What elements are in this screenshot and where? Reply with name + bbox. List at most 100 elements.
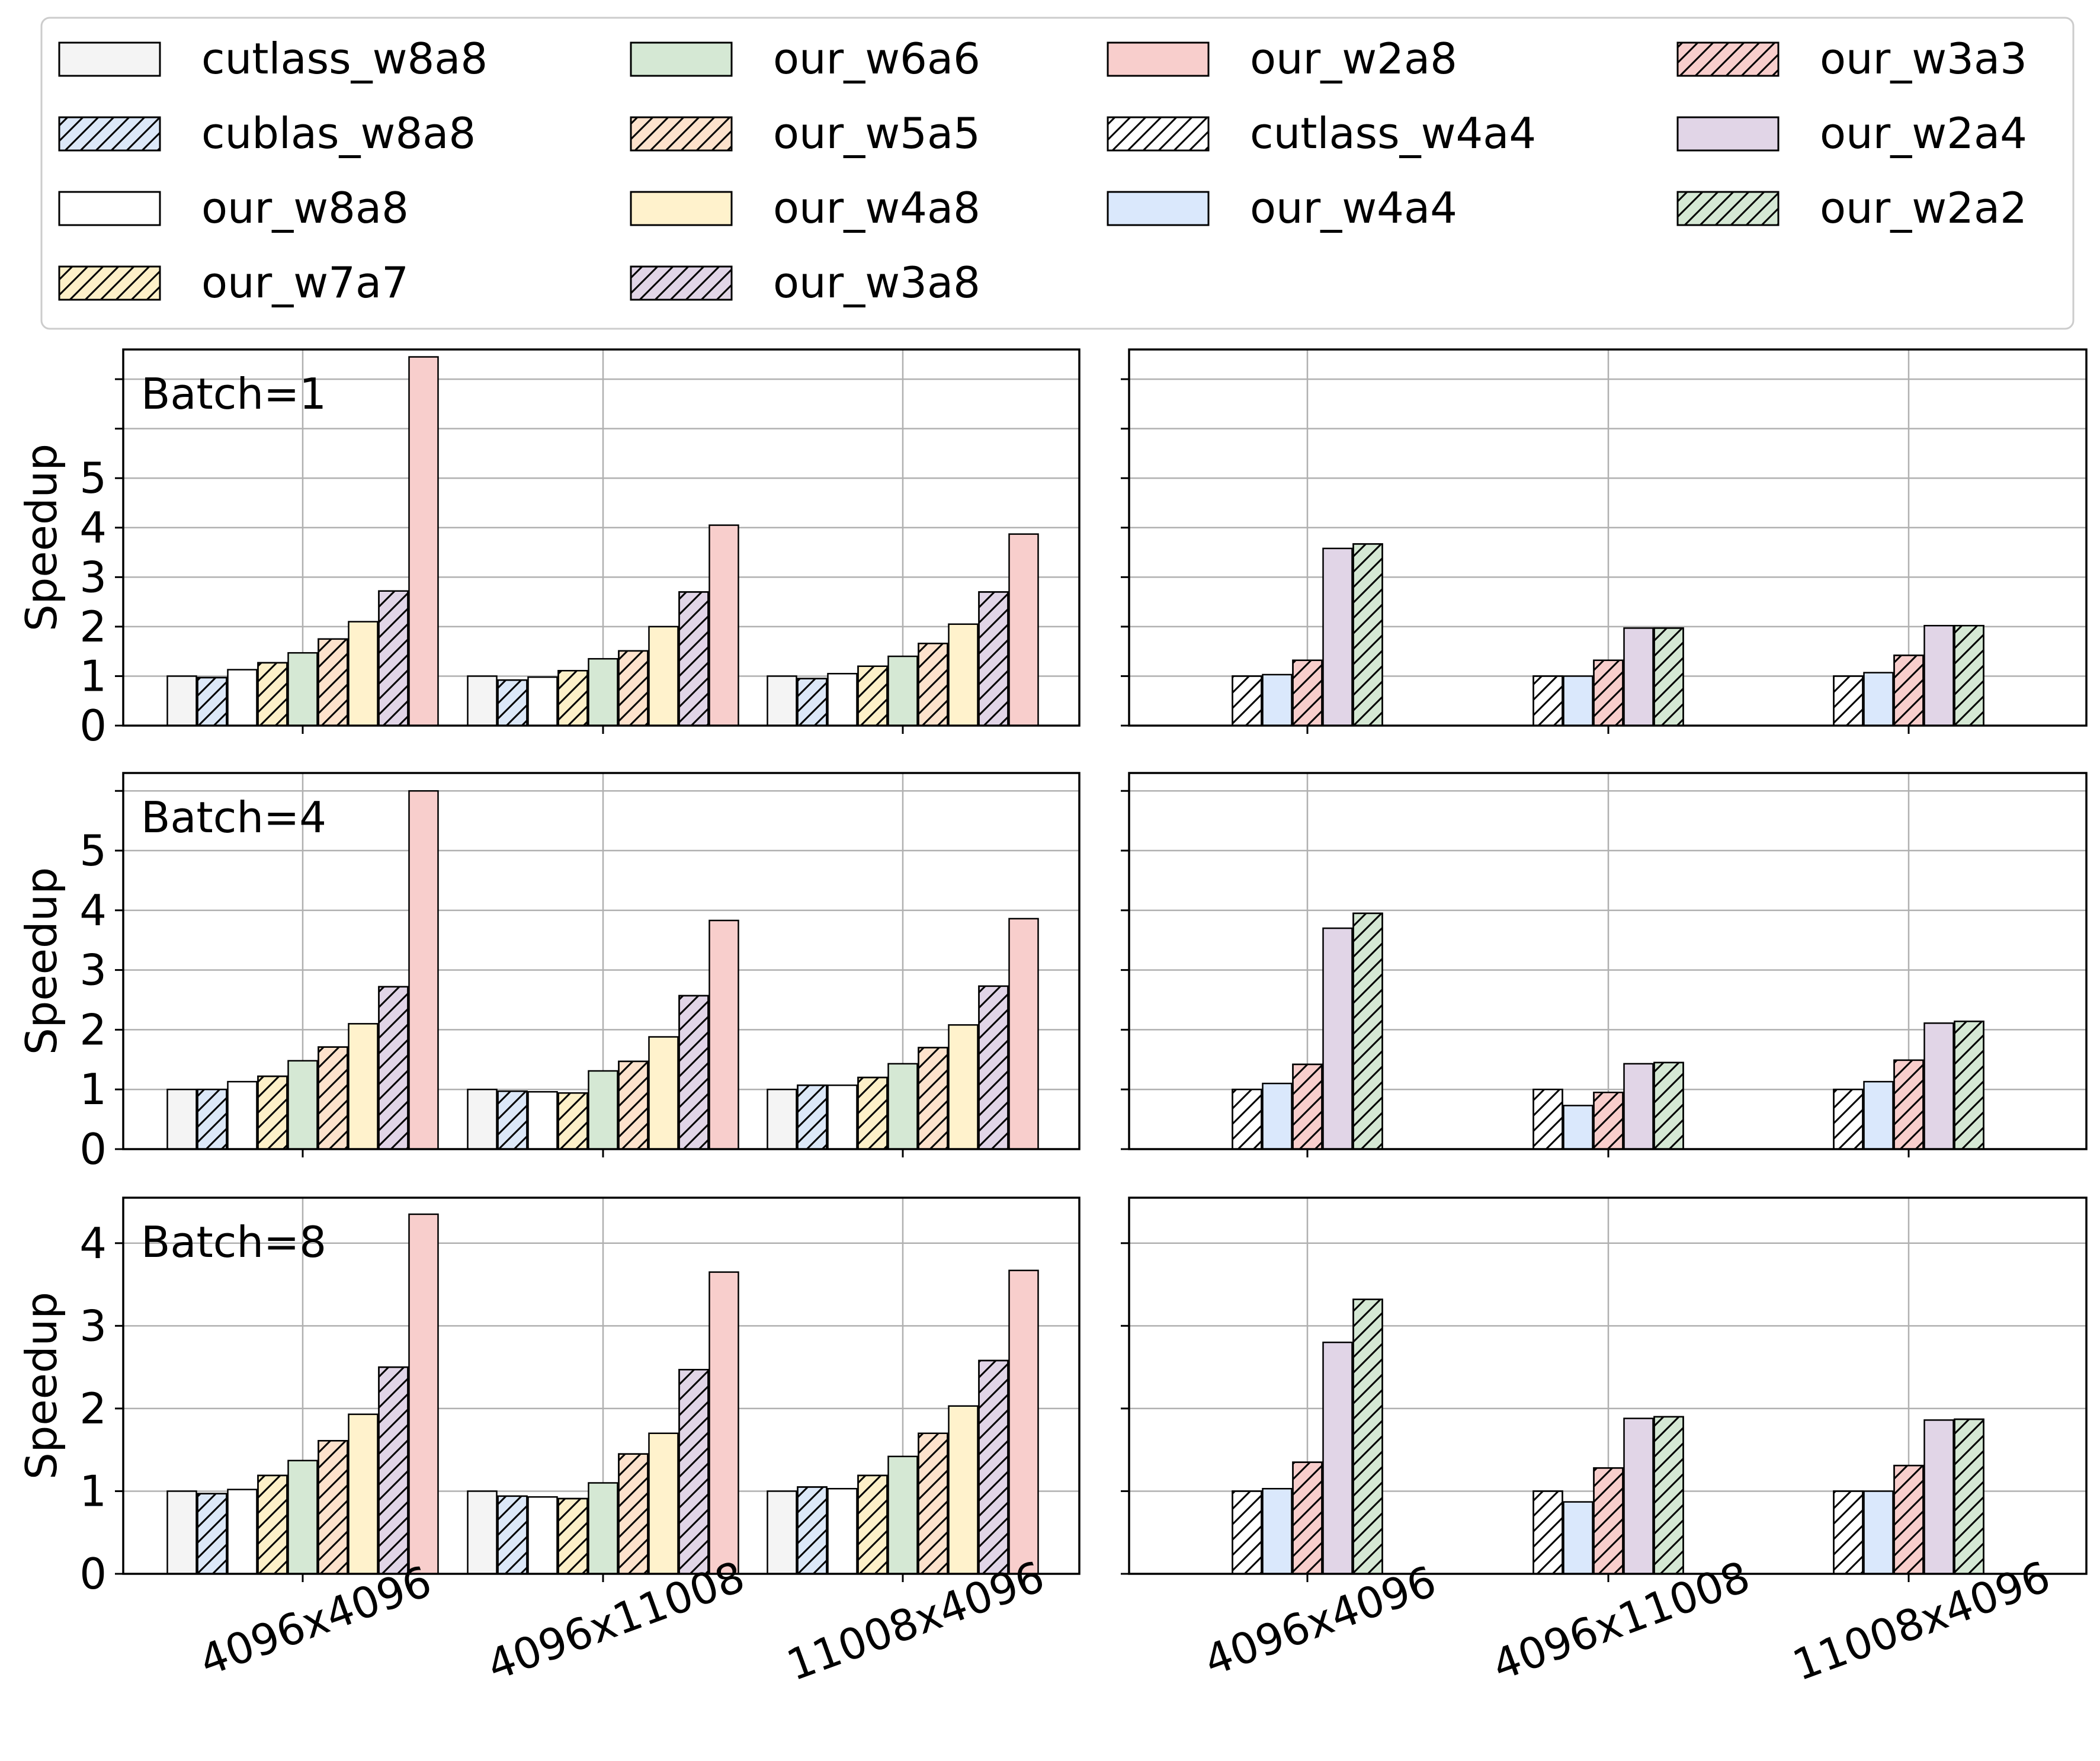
bar-hatch — [378, 986, 409, 1150]
y-tick-label: 3 — [79, 552, 107, 602]
bar — [588, 657, 618, 727]
legend-label: our_w4a4 — [1250, 183, 1457, 233]
bar — [1623, 1063, 1654, 1150]
legend-swatch — [1676, 116, 1780, 152]
y-tick-label: 5 — [79, 826, 107, 875]
bar — [227, 1489, 258, 1575]
bar-hatch — [1893, 1059, 1924, 1150]
bar-hatch — [257, 1075, 288, 1150]
y-tick-label: 1 — [79, 1466, 107, 1516]
legend-entry: our_w8a8 — [58, 183, 409, 233]
bar-hatch — [197, 676, 227, 727]
bar-hatch — [1232, 675, 1262, 727]
bar — [408, 356, 439, 727]
bar-hatch — [618, 1060, 649, 1150]
panel-right-row-1 — [1121, 772, 2088, 1157]
bar-hatch — [1292, 1461, 1323, 1575]
bar-hatch — [1352, 1298, 1383, 1575]
legend-label: our_w3a3 — [1820, 34, 2027, 84]
bar — [1008, 533, 1039, 727]
legend-swatch — [1107, 191, 1210, 226]
legend-entry: our_w3a3 — [1676, 34, 2027, 84]
bar — [287, 1460, 318, 1575]
bar — [588, 1070, 618, 1150]
bar-hatch — [797, 1084, 828, 1150]
legend-label: cutlass_w4a4 — [1250, 108, 1536, 158]
bar — [1863, 1490, 1894, 1575]
bar — [1923, 1022, 1954, 1150]
bar — [1262, 1488, 1293, 1575]
bar — [1623, 1417, 1654, 1575]
legend-label: our_w8a8 — [201, 183, 409, 233]
y-tick-label: 4 — [79, 1218, 107, 1268]
legend-swatch-hatch — [630, 116, 733, 152]
bar-hatch — [1653, 1061, 1684, 1150]
bar — [648, 626, 679, 727]
legend-label: our_w2a2 — [1820, 183, 2027, 233]
bar-hatch — [1593, 1467, 1624, 1575]
bar-hatch — [318, 1440, 348, 1575]
bar — [1262, 1082, 1293, 1150]
y-tick-label: 2 — [79, 602, 107, 652]
bar-hatch — [1292, 659, 1323, 727]
bar-hatch — [1292, 1063, 1323, 1150]
legend-entry: our_w2a4 — [1676, 108, 2027, 158]
bar — [767, 675, 797, 727]
legend-label: our_w3a8 — [773, 258, 980, 307]
bar — [648, 1432, 679, 1575]
bar — [166, 675, 197, 727]
bar-hatch — [1532, 675, 1563, 727]
bar — [227, 1080, 258, 1150]
legend-entry: our_w5a5 — [630, 108, 980, 158]
bar — [348, 1413, 379, 1575]
legend-entry: our_w6a6 — [630, 34, 980, 84]
bar-hatch — [678, 995, 709, 1150]
bar-hatch — [318, 1046, 348, 1150]
bar — [467, 675, 498, 727]
legend-label: our_w7a7 — [201, 258, 409, 307]
y-axis-label: Speedup — [17, 444, 66, 631]
bar — [827, 1488, 858, 1575]
y-tick-label: 1 — [79, 1064, 107, 1114]
legend-label: our_w6a6 — [773, 34, 980, 84]
bar-hatch — [1232, 1088, 1262, 1150]
legend-entry: our_w4a8 — [630, 183, 980, 233]
bar-hatch — [797, 678, 828, 727]
x-tick-label: 4096x4096 — [193, 1556, 438, 1686]
legend-label: our_w2a4 — [1820, 108, 2027, 158]
bar-hatch — [1954, 1418, 1984, 1575]
y-tick-label: 3 — [79, 945, 107, 995]
bar-hatch — [557, 1092, 588, 1150]
bar-hatch — [197, 1493, 227, 1575]
legend-swatch-hatch — [58, 116, 161, 152]
bar — [1008, 918, 1039, 1150]
bar-hatch — [1352, 543, 1383, 727]
bar — [287, 652, 318, 727]
bar-hatch — [678, 1369, 709, 1575]
y-tick-label: 0 — [79, 701, 107, 750]
bar — [708, 1271, 739, 1575]
legend-swatch-hatch — [1676, 191, 1780, 226]
bar-hatch — [497, 1090, 528, 1150]
panel-left-row-1: 0 1 2 3 4 5 Batch=4 Speedup — [17, 772, 1081, 1174]
legend-swatch-hatch — [1676, 41, 1780, 77]
batch-annotation: Batch=4 — [141, 793, 326, 842]
y-tick-label: 1 — [79, 651, 107, 701]
bar-hatch — [1833, 1490, 1864, 1575]
bar — [1008, 1269, 1039, 1575]
legend-entry: cutlass_w4a4 — [1107, 108, 1536, 158]
bar — [887, 1455, 918, 1575]
bar-hatch — [857, 1076, 888, 1150]
bar — [588, 1482, 618, 1575]
legend-entry: cublas_w8a8 — [58, 108, 476, 158]
panel-right-row-2: 4096x4096 4096x11008 11008x4096 — [1121, 1197, 2088, 1691]
bar-hatch — [857, 665, 888, 727]
bar-hatch — [557, 1497, 588, 1575]
bar-hatch — [618, 650, 649, 727]
plot-frame — [1128, 348, 2088, 727]
bar — [1563, 1501, 1594, 1575]
bar — [348, 621, 379, 727]
bar-hatch — [857, 1474, 888, 1575]
y-tick-label: 5 — [79, 453, 107, 503]
legend-label: our_w4a8 — [773, 183, 980, 233]
